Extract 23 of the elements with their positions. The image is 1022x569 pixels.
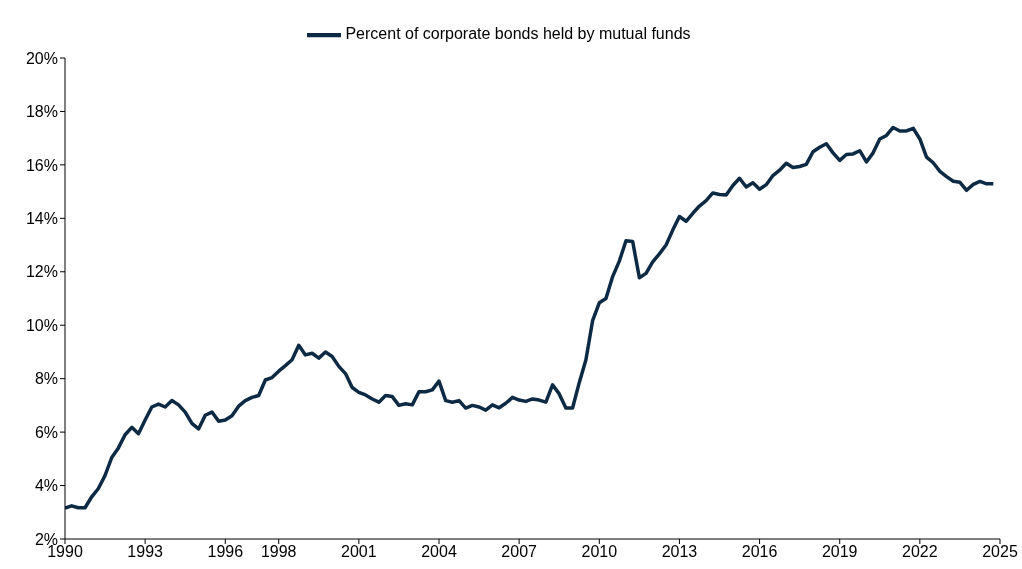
y-tick-label: 18% (25, 103, 58, 121)
y-tick-label: 6% (34, 423, 58, 441)
x-tick-label: 2019 (821, 543, 858, 561)
y-tick-label: 4% (34, 477, 58, 495)
x-tick-label: 1993 (127, 543, 164, 561)
x-tick-label: 2013 (661, 543, 698, 561)
x-tick-label: 2022 (902, 543, 938, 561)
y-tick-label: 12% (25, 263, 58, 281)
y-tick-label: 16% (25, 156, 58, 174)
x-tick-label: 2007 (501, 543, 538, 561)
x-tick-label: 2016 (741, 543, 778, 561)
x-tick-label: 2025 (982, 543, 1018, 561)
y-tick-label: 8% (34, 370, 58, 388)
x-tick-label: 1998 (260, 543, 297, 561)
line-series (65, 125, 996, 510)
x-tick-label: 1996 (207, 543, 244, 561)
x-tick-label: 2010 (581, 543, 618, 561)
x-tick-label: 2001 (341, 543, 377, 561)
x-tick-label: 2004 (421, 543, 457, 561)
y-tick-label: 10% (25, 316, 58, 334)
legend-label: Percent of corporate bonds held by mutual funds (345, 25, 691, 43)
y-tick-label: 20% (25, 49, 58, 67)
y-tick-label: 14% (25, 210, 58, 228)
